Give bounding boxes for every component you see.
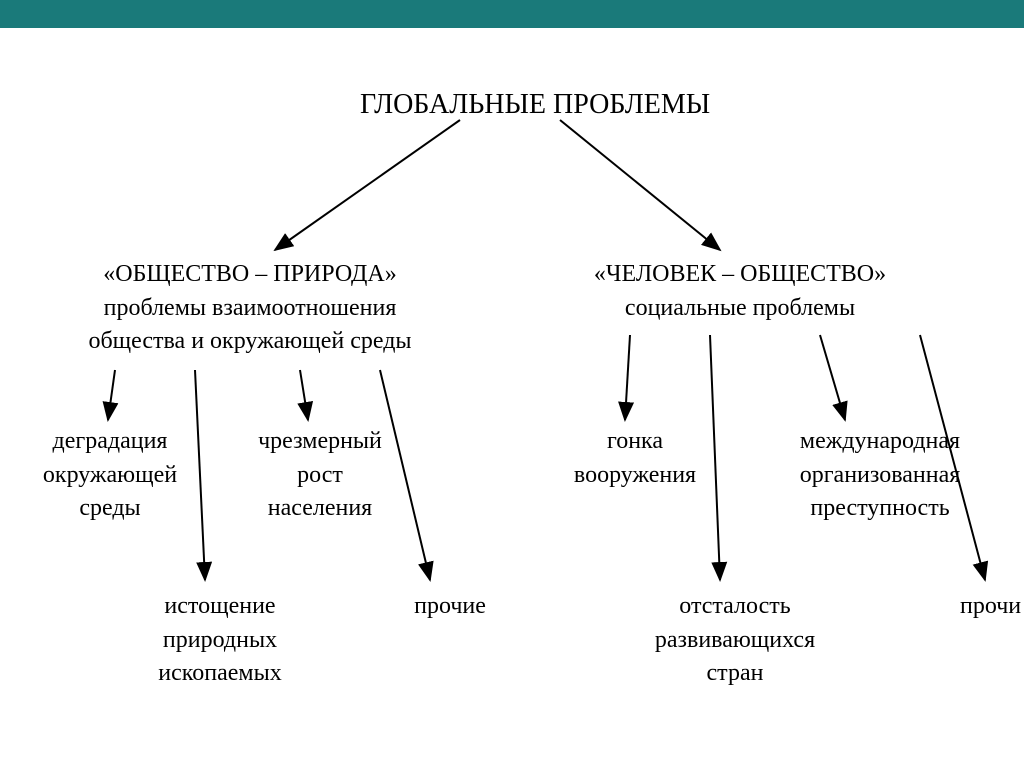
leaf-1-1-l1: отсталость <box>630 590 840 624</box>
leaf-0-2-l2: рост <box>240 459 400 493</box>
branch-human-society: «ЧЕЛОВЕК – ОБЩЕСТВО» социальные проблемы <box>560 258 920 325</box>
leaf-other-1: прочи <box>960 590 1024 624</box>
leaf-1-1-l2: развивающихся <box>630 624 840 658</box>
branch-0-title: «ОБЩЕСТВО – ПРИРОДА» <box>70 258 430 292</box>
leaf-1-2-l1: международная <box>775 425 985 459</box>
leaf-arms-race: гонка вооружения <box>555 425 715 492</box>
leaf-1-1-l3: стран <box>630 657 840 691</box>
top-bar <box>0 0 1024 28</box>
leaf-degradation: деградация окружающей среды <box>40 425 180 526</box>
leaf-population: чрезмерный рост населения <box>240 425 400 526</box>
branch-1-sub1: социальные проблемы <box>560 292 920 326</box>
root-node: ГЛОБАЛЬНЫЕ ПРОБЛЕМЫ <box>360 85 710 124</box>
leaf-0-2-l1: чрезмерный <box>240 425 400 459</box>
leaf-1-2-l2: организованная <box>775 459 985 493</box>
leaf-1-2-l3: преступность <box>775 492 985 526</box>
branch-society-nature: «ОБЩЕСТВО – ПРИРОДА» проблемы взаимоотно… <box>70 258 430 359</box>
leaf-0-0-l3: среды <box>40 492 180 526</box>
leaf-other-0: прочие <box>400 590 500 624</box>
leaf-0-2-l3: населения <box>240 492 400 526</box>
leaf-0-0-l2: окружающей <box>40 459 180 493</box>
leaf-1-0-l1: гонка <box>555 425 715 459</box>
leaf-0-3-l1: прочие <box>400 590 500 624</box>
leaf-0-1-l3: ископаемых <box>140 657 300 691</box>
leaf-0-0-l1: деградация <box>40 425 180 459</box>
branch-0-sub2: общества и окружающей среды <box>70 325 430 359</box>
leaf-crime: международная организованная преступност… <box>775 425 985 526</box>
leaf-0-1-l1: истощение <box>140 590 300 624</box>
leaf-1-3-l1: прочи <box>960 590 1024 624</box>
branch-1-title: «ЧЕЛОВЕК – ОБЩЕСТВО» <box>560 258 920 292</box>
leaf-1-0-l2: вооружения <box>555 459 715 493</box>
leaf-underdevelopment: отсталость развивающихся стран <box>630 590 840 691</box>
root-label: ГЛОБАЛЬНЫЕ ПРОБЛЕМЫ <box>360 89 710 120</box>
leaf-0-1-l2: природных <box>140 624 300 658</box>
branch-0-sub1: проблемы взаимоотношения <box>70 292 430 326</box>
leaf-depletion: истощение природных ископаемых <box>140 590 300 691</box>
